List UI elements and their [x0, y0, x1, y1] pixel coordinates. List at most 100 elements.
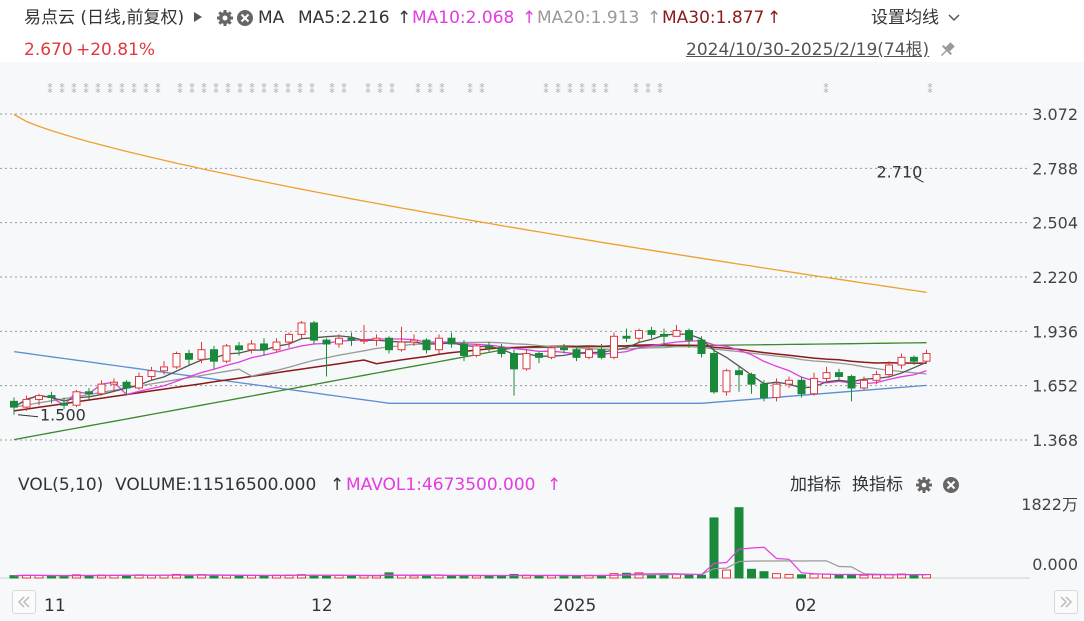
gear-icon[interactable]	[216, 9, 234, 27]
ma20-line	[13, 341, 927, 408]
chevron-down-icon[interactable]	[948, 13, 960, 23]
pin-icon[interactable]	[938, 41, 956, 59]
ma10-arrow: ↑	[522, 8, 537, 28]
switch-indicator-button[interactable]: 换指标	[852, 475, 903, 495]
volume-bar	[859, 574, 869, 579]
event-marker-icon: ⁑	[237, 83, 243, 96]
candle-body	[135, 375, 143, 389]
candle-body	[560, 347, 568, 351]
event-marker-icon: ⁑	[119, 83, 125, 96]
mavol-arrow: ↑	[547, 475, 562, 495]
candle-body	[510, 353, 518, 370]
volume-bar	[759, 571, 769, 579]
candle-body	[110, 381, 118, 385]
event-marker-icon: ⁑	[645, 83, 651, 96]
double-chevron-left-icon	[17, 596, 30, 608]
candle-body	[485, 345, 493, 349]
volume-gear-icon[interactable]	[915, 476, 933, 494]
candle-body	[160, 366, 168, 372]
volume-chart[interactable]: 1822万 0.000	[0, 498, 1084, 590]
volume-bar	[472, 575, 481, 579]
candle-body	[647, 330, 656, 335]
price-tick-label: 2.220	[1032, 268, 1078, 287]
volume-bar	[234, 575, 244, 579]
candle-body	[297, 322, 306, 335]
candle-body	[597, 349, 606, 358]
candle-body	[260, 343, 268, 351]
candle-body	[22, 398, 31, 408]
ma10-value: MA10:2.068	[412, 8, 515, 28]
low-annotation: 1.500	[40, 406, 86, 425]
candle-body	[847, 375, 856, 389]
candle-body	[422, 339, 431, 351]
candle-body	[147, 370, 156, 377]
volume-bar	[809, 573, 819, 579]
event-marker-icon: ⁑	[59, 83, 65, 96]
event-marker-icon: ⁑	[927, 83, 933, 96]
ma5-value: MA5:2.216	[298, 8, 390, 28]
candle-body	[710, 353, 718, 393]
candle-body	[210, 349, 218, 362]
event-marker-icon: ⁑	[479, 83, 485, 96]
double-chevron-right-icon	[1060, 596, 1073, 608]
expand-triangle-icon[interactable]	[193, 11, 203, 23]
event-marker-icon: ⁑	[567, 83, 573, 96]
ma5-arrow: ↑	[397, 8, 412, 28]
event-marker-icon: ⁑	[415, 83, 421, 96]
candle-body	[785, 379, 793, 385]
candle-body	[35, 395, 43, 400]
candle-body	[385, 337, 393, 351]
event-marker-icon: ⁑	[591, 83, 597, 96]
high-annotation: 2.710	[877, 162, 923, 181]
candle-body	[322, 339, 331, 345]
add-indicator-button[interactable]: 加指标	[790, 475, 841, 495]
candle-body	[310, 322, 318, 341]
event-marker-icon: ⁑	[603, 83, 609, 96]
volume-bar	[47, 575, 56, 579]
price-tick-label: 2.504	[1032, 214, 1078, 233]
event-marker-icon: ⁑	[225, 83, 231, 96]
event-marker-icon: ⁑	[427, 83, 433, 96]
candle-body	[472, 345, 481, 356]
scroll-left-button[interactable]	[12, 590, 36, 614]
candle-body	[722, 370, 731, 393]
volume-bar	[59, 575, 69, 579]
close-circle-icon[interactable]	[236, 9, 254, 27]
event-marker-icon: ⁑	[439, 83, 445, 96]
x-label-nov: 11	[44, 596, 66, 616]
candle-body	[272, 341, 281, 351]
date-range[interactable]: 2024/10/30-2025/2/19(74根)	[686, 40, 930, 60]
candle-body	[460, 343, 468, 356]
price-chart[interactable]: 3.072 2.788 2.504 2.220 1.936 1.652 1.368 ⁑ ⁑ ⁑ ⁑ ⁑…	[0, 62, 1084, 466]
candle-body	[797, 379, 806, 395]
candle-body	[522, 353, 531, 370]
event-marker-icon: ⁑	[201, 83, 207, 96]
candle-body	[760, 383, 768, 399]
candle-body	[435, 337, 443, 351]
event-marker-icon: ⁑	[297, 83, 303, 96]
ma250-line	[13, 113, 927, 293]
event-marker-icon: ⁑	[389, 83, 395, 96]
volume-close-icon[interactable]	[942, 476, 960, 494]
scroll-right-button[interactable]	[1054, 590, 1078, 614]
volume-bar	[747, 568, 756, 579]
price-tick-label: 2.788	[1032, 159, 1078, 178]
volume-bar	[72, 574, 81, 579]
ma30-line	[13, 344, 927, 412]
candle-body	[97, 383, 106, 395]
event-marker-icon: ⁑	[329, 83, 335, 96]
event-marker-icon: ⁑	[543, 83, 549, 96]
candle-body	[872, 374, 881, 381]
event-marker-icon: ⁑	[341, 83, 347, 96]
ma-settings-link[interactable]: 设置均线	[871, 8, 939, 28]
ma10-line	[13, 338, 927, 408]
candle-body	[172, 353, 181, 368]
candle-body	[572, 349, 581, 358]
candle-body	[735, 370, 743, 376]
vol-label: VOL(5,10)	[18, 475, 104, 495]
volume-bar	[659, 574, 669, 579]
volume-arrow: ↑	[330, 475, 345, 495]
event-marker-icon: ⁑	[213, 83, 219, 96]
volume-bar	[534, 575, 544, 579]
volume-bar	[909, 574, 919, 579]
